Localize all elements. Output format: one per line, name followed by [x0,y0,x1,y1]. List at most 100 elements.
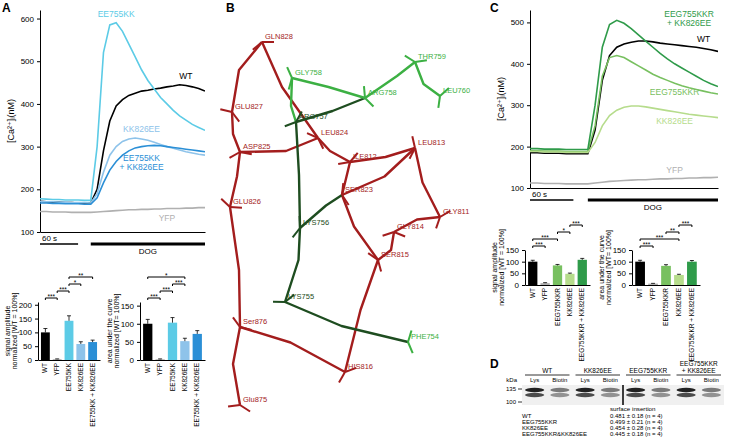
series-label-line: YFP [159,213,176,223]
y-tick-label: 0 [515,281,520,290]
blot-band [550,393,569,397]
blot-group-label-line: EEG755KKR [629,367,667,374]
y-tick-mark [35,346,38,347]
residue-label: THR759 [418,52,446,61]
y-tick-label: 500 [511,18,525,27]
trace [530,106,718,152]
plot-area [635,260,697,285]
y-axis-title: area under the curve [598,235,605,300]
blot-group-label-line: KK826EE [584,367,613,374]
error-cap [43,328,47,329]
y-tick: 100 [613,258,632,267]
side-chain [342,183,343,195]
error-stem [69,316,70,321]
y-tick-label: 150 [613,246,627,255]
y-tick-label: 150 [121,302,135,311]
error-cap [690,260,694,261]
y-axis: 050100150 [613,246,633,290]
bond [415,148,440,217]
blot-band [576,393,595,397]
series-label-line: EE755KK [98,9,135,19]
marker-tick [518,389,522,390]
y-tick: 200 [21,185,40,194]
side-chain [293,228,300,237]
x-axis: WTYFPEE755KKKK826EEEE755KK + KK826EE [39,361,101,427]
y-tick-mark [35,305,38,306]
x-tick-label: YFP [541,288,548,301]
bar [155,359,164,360]
bar [41,332,50,360]
side-chain [339,372,345,382]
series-label-line: EEG755KKR [650,87,700,97]
significance-label: ** [78,272,84,279]
side-chain [365,98,373,106]
residue-label: GLU827 [235,102,263,111]
side-chain [338,162,350,164]
marker-unit: kDa [506,377,517,383]
error-bar [580,258,584,259]
scale-bar [40,243,78,245]
side-chain [285,122,296,126]
residue-label: LYS756 [303,218,329,227]
y-axis-line [140,303,141,361]
blot-band [601,388,620,392]
marker-tick [518,402,522,403]
y-tick-label: 0 [130,356,135,365]
residue-label: ASP825 [243,142,271,151]
residue-label: GLN828 [265,32,293,41]
error-cap [664,264,668,265]
trace [530,20,718,149]
table-cell: EEG755KKR&KK826EE [522,431,587,437]
residue-label: Glu875 [243,395,267,404]
residue-label: GLY811 [443,207,469,216]
y-axis: 050100150 [121,302,141,365]
significance-label: *** [59,286,67,293]
x-tick-label: KK826EE [675,287,682,316]
error-cap [67,315,71,316]
y-axis-line [38,303,39,361]
x-axis-line [633,285,701,286]
y-tick: 100 [511,184,530,193]
error-bar [638,260,642,261]
series-label-line: KK826EE [123,124,160,134]
error-bar [91,340,95,342]
bond [292,78,365,98]
blot-band [525,388,544,392]
x-axis: WTYFPEE755KKKK826EEEE755KK + KK826EE [141,361,206,427]
table-cell: 0.454 ± 0.28 (n = 4) [610,425,663,431]
bar [635,262,645,285]
y-tick-mark [37,61,40,62]
error-cap [638,260,642,261]
bar [76,344,85,360]
y-tick-mark [37,19,40,20]
blot-band [702,388,721,392]
y-tick-mark [527,188,530,189]
table-cell: 0.445 ± 0.18 (n = 4) [610,431,663,437]
x-tick-label: EE755KK [65,362,72,391]
y-axis-title: [Ca²⁺]ᵢ(nM) [6,99,16,143]
bar [180,341,189,360]
error-bar [146,319,150,323]
x-axis-line [41,232,206,233]
significance-label: *** [163,286,171,293]
series-label-line: + KK826EE [667,18,712,28]
bar [65,321,74,360]
residue-label: SER815 [381,250,409,259]
error-bar [43,329,47,333]
y-tick-mark [35,332,38,333]
y-tick: 150 [121,302,140,311]
significance-label: * [562,227,565,234]
y-tick-label: 200 [511,143,525,152]
y-tick-mark [37,147,40,148]
y-tick: 400 [511,60,530,69]
significance-label: ** [670,227,676,234]
y-tick-label: 150 [506,246,520,255]
trace [530,56,718,152]
series-label: YFP [159,213,176,223]
significance-label: *** [682,220,690,227]
x-tick: WT [41,363,48,373]
y-tick-mark [37,104,40,105]
blot-band [677,388,696,392]
side-chain [410,148,415,159]
x-tick-label: EE755KK + KK826EE [193,362,200,426]
